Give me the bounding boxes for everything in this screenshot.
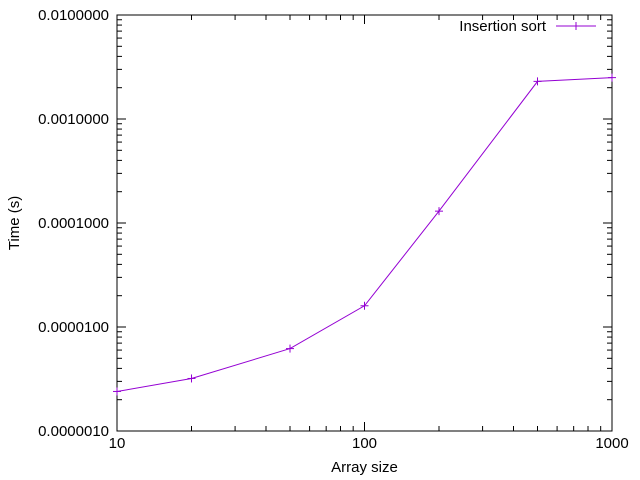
data-point-marker [608, 73, 616, 82]
y-tick-label: 0.0010000 [38, 111, 109, 128]
y-tick-label: 0.0001000 [38, 215, 109, 232]
y-tick-label: 0.0000100 [38, 319, 109, 336]
y-tick-label: 0.0000010 [38, 423, 109, 440]
series-line [116, 77, 613, 392]
data-point-marker [435, 207, 444, 216]
data-point-marker [285, 344, 294, 353]
ticks: 10 100 1000 0.0000010 0.0000100 0.0001000 0.00… [38, 7, 629, 452]
data-point-marker [187, 374, 196, 383]
legend-label: Insertion sort [459, 18, 547, 35]
series [113, 73, 616, 396]
data-point-marker [360, 301, 369, 310]
x-tick-label: 100 [352, 435, 377, 452]
data-point-marker [533, 77, 542, 86]
y-tick-label: 0.0100000 [38, 7, 109, 24]
legend: Insertion sort [459, 18, 596, 35]
x-tick-label: 10 [109, 435, 126, 452]
x-axis-label: Array size [331, 459, 398, 476]
data-point-marker [113, 387, 121, 396]
y-axis-label: Time (s) [6, 196, 23, 250]
x-tick-label: 1000 [595, 435, 628, 452]
